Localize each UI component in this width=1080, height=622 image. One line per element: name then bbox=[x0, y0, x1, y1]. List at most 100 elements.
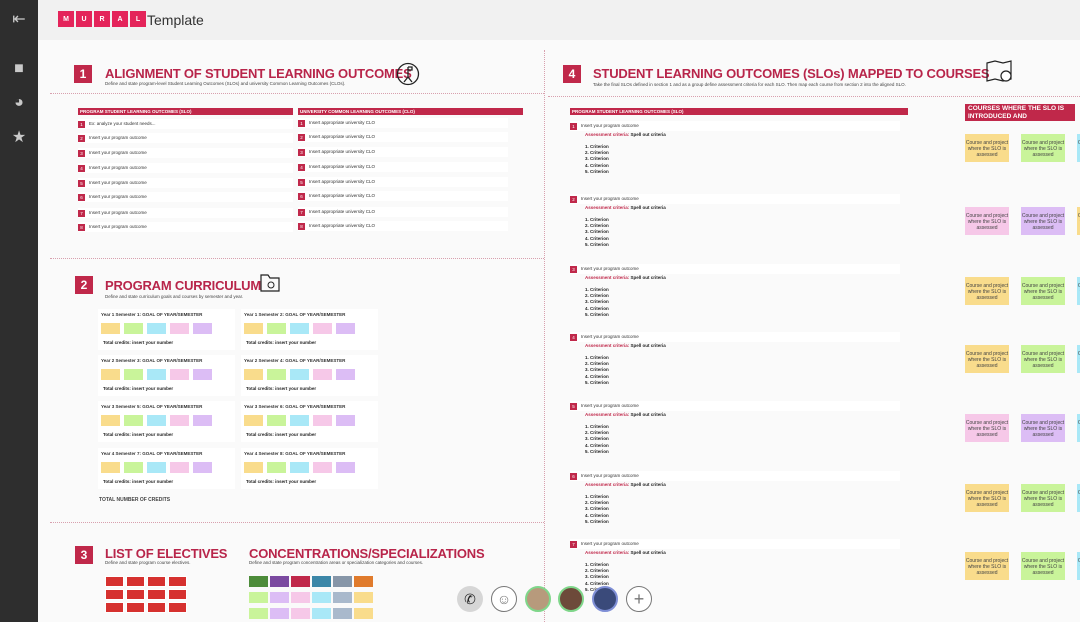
course-sticky[interactable] bbox=[267, 462, 286, 473]
concentration-header-sticky[interactable] bbox=[291, 576, 310, 587]
elective-sticky[interactable] bbox=[126, 589, 145, 600]
course-sticky[interactable] bbox=[244, 415, 263, 426]
course-sticky[interactable] bbox=[124, 323, 143, 334]
slo-outcome-row[interactable]: 2 Insert your program outcome bbox=[570, 194, 900, 204]
course-sticky[interactable] bbox=[124, 369, 143, 380]
concentration-header-sticky[interactable] bbox=[354, 576, 373, 587]
course-sticky[interactable] bbox=[336, 462, 355, 473]
collaborator-avatar[interactable] bbox=[558, 586, 584, 612]
course-sticky[interactable] bbox=[124, 415, 143, 426]
course-sticky[interactable] bbox=[101, 415, 120, 426]
course-sticky[interactable]: Course and project where the SLO is asse… bbox=[1021, 277, 1065, 305]
course-sticky[interactable] bbox=[170, 462, 189, 473]
course-sticky[interactable] bbox=[267, 369, 286, 380]
slo-row[interactable]: 4 Insert your program outcome bbox=[78, 163, 293, 173]
slo-outcome-row[interactable]: 7 Insert your program outcome bbox=[570, 539, 900, 549]
course-sticky[interactable] bbox=[101, 462, 120, 473]
course-sticky[interactable] bbox=[336, 323, 355, 334]
course-sticky[interactable] bbox=[336, 415, 355, 426]
clo-row[interactable]: 8 Insert appropriate university CLO bbox=[298, 221, 508, 231]
concentration-sticky[interactable] bbox=[270, 608, 289, 619]
course-sticky[interactable] bbox=[313, 415, 332, 426]
slo-outcome-row[interactable]: 4 Insert your program outcome bbox=[570, 332, 900, 342]
course-sticky[interactable] bbox=[193, 369, 212, 380]
mural-logo[interactable]: M U R A L bbox=[58, 11, 146, 27]
course-sticky[interactable] bbox=[336, 369, 355, 380]
course-sticky[interactable]: Course and project where the SLO is asse… bbox=[965, 552, 1009, 580]
star-icon[interactable]: ★ bbox=[11, 129, 27, 146]
course-sticky[interactable] bbox=[193, 323, 212, 334]
slo-row[interactable]: 6 Insert your program outcome bbox=[78, 192, 293, 202]
elective-sticky[interactable] bbox=[105, 589, 124, 600]
clo-row[interactable]: 7 Insert appropriate university CLO bbox=[298, 207, 508, 217]
course-sticky[interactable] bbox=[170, 415, 189, 426]
course-sticky[interactable]: Course and project where the SLO is asse… bbox=[1021, 552, 1065, 580]
course-sticky[interactable]: Course and project where the SLO is asse… bbox=[965, 207, 1009, 235]
reactions-button[interactable]: ☺ bbox=[491, 586, 517, 612]
slo-row[interactable]: 3 Insert your program outcome bbox=[78, 148, 293, 158]
course-sticky[interactable] bbox=[124, 462, 143, 473]
concentration-header-sticky[interactable] bbox=[312, 576, 331, 587]
slo-row[interactable]: 1 Ex: analyze your student needs... bbox=[78, 119, 293, 129]
concentration-sticky[interactable] bbox=[291, 592, 310, 603]
elective-sticky[interactable] bbox=[147, 576, 166, 587]
course-sticky[interactable] bbox=[244, 369, 263, 380]
course-sticky[interactable] bbox=[147, 415, 166, 426]
clo-row[interactable]: 1 Insert appropriate university CLO bbox=[298, 118, 508, 128]
slo-row[interactable]: 8 Insert your program outcome bbox=[78, 222, 293, 232]
elective-sticky[interactable] bbox=[147, 589, 166, 600]
course-sticky[interactable] bbox=[290, 369, 309, 380]
clo-row[interactable]: 5 Insert appropriate university CLO bbox=[298, 177, 508, 187]
course-sticky[interactable] bbox=[313, 369, 332, 380]
clo-row[interactable]: 4 Insert appropriate university CLO bbox=[298, 162, 508, 172]
concentration-sticky[interactable] bbox=[312, 608, 331, 619]
concentration-sticky[interactable] bbox=[354, 592, 373, 603]
slo-row[interactable]: 7 Insert your program outcome bbox=[78, 208, 293, 218]
slo-outcome-row[interactable]: 5 Insert your program outcome bbox=[570, 401, 900, 411]
course-sticky[interactable]: Course and project where the SLO is asse… bbox=[1021, 345, 1065, 373]
course-sticky[interactable]: Course and project where the SLO is asse… bbox=[965, 134, 1009, 162]
collaborator-avatar[interactable] bbox=[592, 586, 618, 612]
course-sticky[interactable] bbox=[147, 323, 166, 334]
concentration-header-sticky[interactable] bbox=[333, 576, 352, 587]
course-sticky[interactable] bbox=[193, 415, 212, 426]
course-sticky[interactable] bbox=[267, 415, 286, 426]
elective-sticky[interactable] bbox=[168, 576, 187, 587]
slo-outcome-row[interactable]: 3 Insert your program outcome bbox=[570, 264, 900, 274]
mural-canvas[interactable]: 1 ALIGNMENT OF STUDENT LEARNING OUTCOMES… bbox=[38, 40, 1080, 622]
concentration-sticky[interactable] bbox=[249, 592, 268, 603]
course-sticky[interactable] bbox=[101, 323, 120, 334]
concentration-sticky[interactable] bbox=[312, 592, 331, 603]
course-sticky[interactable]: Course and project where the SLO is asse… bbox=[965, 345, 1009, 373]
collaborator-avatar[interactable] bbox=[525, 586, 551, 612]
exit-icon[interactable]: ⇤ bbox=[12, 11, 26, 28]
call-button[interactable]: ✆ bbox=[457, 586, 483, 612]
course-sticky[interactable]: Course and project where the SLO is asse… bbox=[1021, 414, 1065, 442]
slo-row[interactable]: 2 Insert your program outcome bbox=[78, 133, 293, 143]
concentration-sticky[interactable] bbox=[333, 608, 352, 619]
elective-sticky[interactable] bbox=[126, 602, 145, 613]
clo-row[interactable]: 2 Insert appropriate university CLO bbox=[298, 132, 508, 142]
concentration-header-sticky[interactable] bbox=[270, 576, 289, 587]
mural-title[interactable]: Template bbox=[147, 12, 204, 28]
course-sticky[interactable] bbox=[244, 323, 263, 334]
course-sticky[interactable]: Course and project where the SLO is asse… bbox=[965, 414, 1009, 442]
concentration-sticky[interactable] bbox=[333, 592, 352, 603]
course-sticky[interactable]: Course and project where the SLO is asse… bbox=[1021, 134, 1065, 162]
course-sticky[interactable] bbox=[267, 323, 286, 334]
course-sticky[interactable] bbox=[101, 369, 120, 380]
course-sticky[interactable] bbox=[313, 323, 332, 334]
slo-outcome-row[interactable]: 6 Insert your program outcome bbox=[570, 471, 900, 481]
elective-sticky[interactable] bbox=[105, 602, 124, 613]
elective-sticky[interactable] bbox=[126, 576, 145, 587]
elective-sticky[interactable] bbox=[147, 602, 166, 613]
course-sticky[interactable] bbox=[147, 369, 166, 380]
concentration-sticky[interactable] bbox=[249, 608, 268, 619]
slo-row[interactable]: 5 Insert your program outcome bbox=[78, 178, 293, 188]
course-sticky[interactable] bbox=[290, 415, 309, 426]
slo-outcome-row[interactable]: 1 Insert your program outcome bbox=[570, 121, 900, 131]
add-collaborator-button[interactable]: + bbox=[626, 586, 652, 612]
elective-sticky[interactable] bbox=[105, 576, 124, 587]
clo-row[interactable]: 6 Insert appropriate university CLO bbox=[298, 191, 508, 201]
course-sticky[interactable] bbox=[170, 369, 189, 380]
